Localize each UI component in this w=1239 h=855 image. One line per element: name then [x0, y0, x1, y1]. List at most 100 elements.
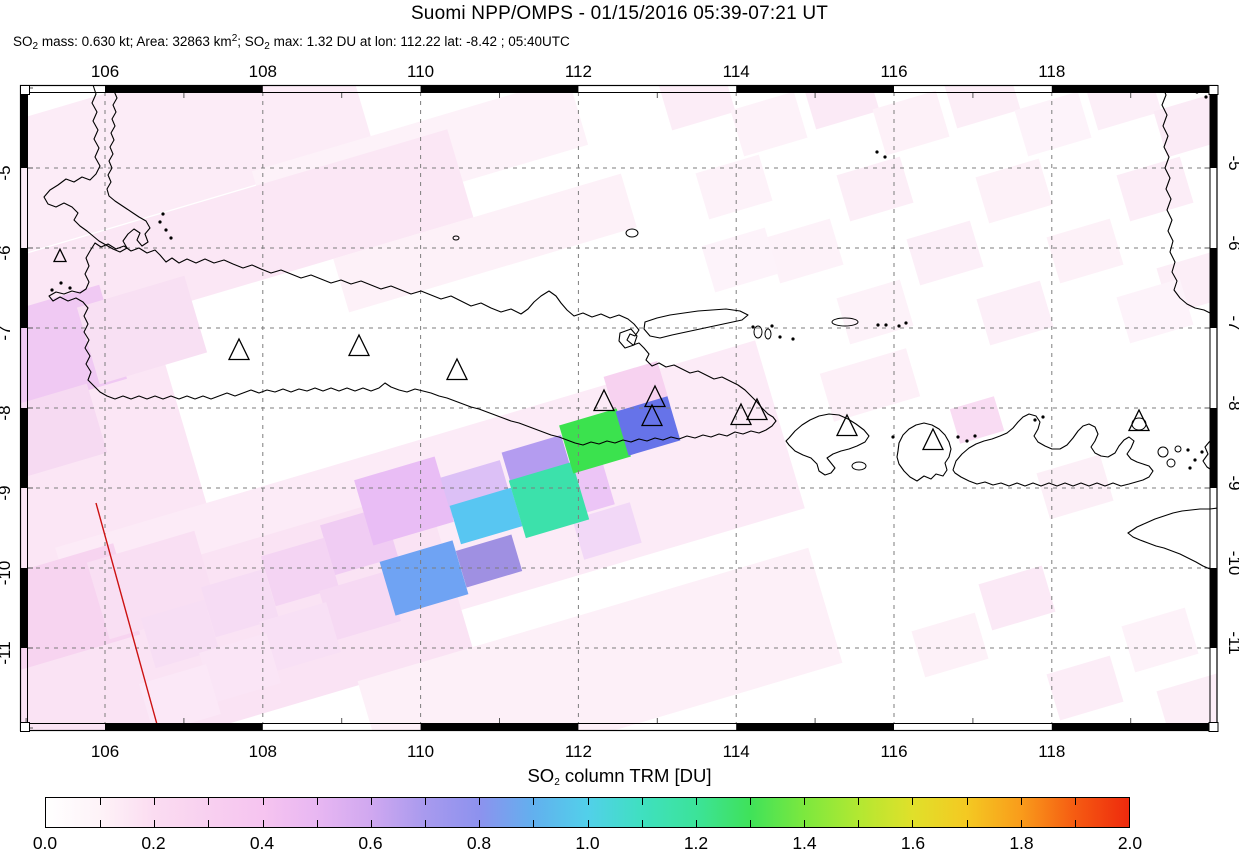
axis-label: 118 — [1038, 62, 1065, 81]
islet-dot — [884, 323, 888, 327]
axis-label: -9 — [1225, 475, 1239, 490]
frame-corner — [1208, 722, 1219, 732]
islet-dot — [876, 323, 880, 327]
so2-cell — [1046, 655, 1124, 721]
islet-dot — [791, 337, 795, 341]
axis-label: -5 — [0, 165, 14, 180]
frame-corner — [1208, 85, 1219, 95]
colorbar-tick-label: 1.2 — [683, 833, 709, 853]
coastline-sumbawa — [952, 413, 1154, 487]
border-segment — [420, 724, 579, 731]
so2-cell — [819, 348, 921, 422]
colorbar-tick — [858, 820, 860, 827]
axis-label: 106 — [91, 742, 119, 761]
colorbar-tick-label: 0.0 — [32, 833, 58, 853]
axis-label: -8 — [1225, 395, 1239, 410]
islet-dot — [1188, 466, 1192, 470]
so2-cell — [1116, 278, 1194, 344]
so2-cell — [455, 534, 523, 588]
islet-dot — [973, 434, 977, 438]
so2-cell — [76, 275, 208, 385]
islet-dot — [1033, 418, 1037, 422]
frame-inner — [27, 92, 1211, 724]
so2-cell — [1014, 91, 1092, 157]
border-segment — [1210, 85, 1218, 168]
coastline-madura — [643, 308, 749, 339]
so2-cell — [20, 85, 375, 255]
so2-cell — [354, 456, 454, 546]
colorbar-tick-label: 0.2 — [141, 833, 166, 853]
colorbar-tick — [262, 798, 264, 805]
so2-plume-cells — [20, 85, 1218, 731]
axis-label: -11 — [0, 641, 14, 664]
colorbar-tick — [912, 798, 914, 805]
coastlines — [43, 85, 1218, 573]
axis-label: 118 — [1038, 742, 1065, 761]
islet-outline — [625, 228, 639, 238]
axis-label: 106 — [91, 62, 119, 81]
colorbar-tick — [966, 798, 968, 805]
colorbar-tick — [479, 798, 481, 805]
so2-cell — [141, 599, 219, 669]
islet-outline — [831, 317, 859, 327]
map-frame-border — [19, 84, 1219, 732]
axis-label: 108 — [249, 62, 277, 81]
volcano-triangle-icon — [52, 247, 68, 263]
volcano-triangle-icon — [640, 403, 664, 427]
so2-cell — [1084, 85, 1162, 131]
islet-dot — [59, 281, 63, 285]
so2-cell — [730, 91, 808, 157]
axis-label: -7 — [1225, 315, 1239, 330]
islet-dot — [897, 324, 901, 328]
colorbar-tick — [316, 798, 318, 805]
colorbar-tick — [425, 820, 427, 827]
so2-cell — [357, 547, 843, 731]
so2-cell — [836, 156, 914, 222]
so2-cell — [1153, 92, 1218, 158]
colorbar-tick — [695, 820, 697, 827]
coastline-sumba-north — [1127, 507, 1218, 534]
colorbar-tick — [858, 798, 860, 805]
border-segment — [1210, 568, 1218, 648]
axis-label: 116 — [880, 742, 907, 761]
border-segment — [1051, 85, 1218, 92]
colorbar-tick — [912, 820, 914, 827]
colorbar-tick-label: 2.0 — [1117, 833, 1143, 853]
colorbar-tick — [262, 820, 264, 827]
islet-dot — [50, 288, 54, 292]
so2-cell — [1036, 454, 1114, 520]
border-segment — [20, 408, 27, 488]
colorbar-tick-label: 0.8 — [466, 833, 492, 853]
so2-cell — [333, 173, 637, 313]
islet-dot — [965, 439, 969, 443]
colorbar-tick — [587, 820, 589, 827]
colorbar-tick — [479, 820, 481, 827]
coastline-lombok — [896, 422, 952, 482]
so2-cell — [20, 383, 108, 479]
islet-dot — [169, 236, 173, 240]
colorbar-tick — [425, 798, 427, 805]
frame-outer — [19, 84, 1218, 732]
volcano-triangle-icon — [347, 333, 371, 357]
border-segment — [105, 724, 263, 731]
islet-outline — [764, 328, 772, 340]
islet-dot — [1200, 450, 1204, 454]
so2-cell — [261, 537, 339, 607]
border-segment — [420, 85, 579, 92]
frame-corner — [20, 85, 30, 95]
islet-dot — [161, 212, 165, 216]
axis-label: -6 — [1225, 235, 1239, 250]
coastline-bali — [785, 413, 870, 476]
so2-cell — [1156, 673, 1218, 731]
so2-cell — [766, 218, 844, 284]
islet-outline — [1166, 458, 1176, 468]
islet-dot — [1193, 458, 1197, 462]
islet-outline — [1174, 445, 1182, 453]
volcano-triangle-icon — [643, 384, 667, 408]
so2-cell — [379, 540, 469, 616]
colorbar-tick-label: 0.4 — [249, 833, 275, 853]
colorbar-tick — [316, 820, 318, 827]
so2-cell — [906, 220, 984, 286]
axis-label: -7 — [0, 325, 14, 340]
border-segment — [20, 85, 27, 168]
